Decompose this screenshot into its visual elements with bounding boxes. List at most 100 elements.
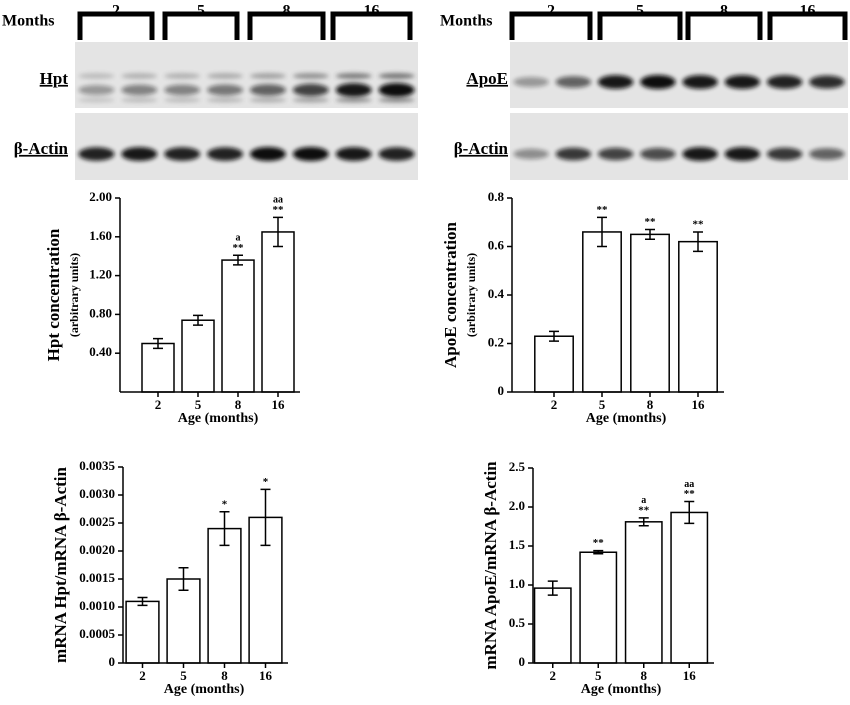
blot-band xyxy=(164,73,201,79)
blot-band xyxy=(249,84,286,96)
blot-band xyxy=(555,76,592,88)
blot-band xyxy=(292,83,329,97)
blot-band xyxy=(121,73,158,79)
significance-label: ** xyxy=(593,537,605,549)
group-label: 2 xyxy=(112,3,120,20)
significance-label: ** xyxy=(638,504,650,516)
bar xyxy=(261,231,295,393)
bar xyxy=(248,516,283,664)
chart: 0 0.2 0.4 0.6 0.8 2 5 ** 8 ** 16 ** Age (months) ApoE… xyxy=(441,189,724,426)
bar xyxy=(533,587,572,664)
group-label: 8 xyxy=(720,3,728,20)
significance-label: * xyxy=(222,498,228,510)
bracket xyxy=(77,11,155,40)
x-tick-label: 8 xyxy=(647,397,654,412)
bar xyxy=(670,511,709,664)
x-tick-label: 16 xyxy=(692,397,706,412)
bar xyxy=(207,527,242,664)
x-tick-label: 16 xyxy=(259,668,273,683)
bar xyxy=(181,319,215,393)
blot-band xyxy=(724,75,761,89)
blot-panel xyxy=(510,113,848,180)
significance-label: ** xyxy=(693,218,705,230)
bracket xyxy=(685,11,763,40)
group-label: 5 xyxy=(636,3,644,20)
blot-band xyxy=(78,147,115,161)
group-label: 5 xyxy=(197,3,205,20)
x-tick-label: 2 xyxy=(155,397,162,412)
blot-band xyxy=(597,75,634,89)
blot-band xyxy=(249,97,286,103)
significance-label: a xyxy=(641,495,646,506)
blot-band xyxy=(292,73,329,79)
blot-band xyxy=(513,76,549,88)
bar xyxy=(630,233,670,393)
bracket xyxy=(597,11,683,40)
y-tick-label: 0.40 xyxy=(89,344,112,359)
blot-band xyxy=(335,147,372,161)
x-axis-label: Age (months) xyxy=(581,682,662,697)
significance-label: * xyxy=(263,476,269,488)
blot-band xyxy=(809,75,845,89)
row-label: ApoE xyxy=(466,69,508,88)
x-tick-label: 16 xyxy=(683,668,697,683)
significance-label: a xyxy=(236,233,241,244)
bracket xyxy=(247,11,326,40)
blot-band xyxy=(682,147,718,161)
blot-band xyxy=(766,75,803,89)
months-label: Months xyxy=(440,13,492,30)
y-tick-label: 0.8 xyxy=(488,189,505,204)
y-tick-label: 0.80 xyxy=(89,305,112,320)
blot-band xyxy=(335,97,372,103)
x-tick-label: 8 xyxy=(641,668,648,683)
bar xyxy=(141,342,175,393)
bracket xyxy=(162,11,240,40)
y-axis-label: mRNA ApoE/mRNA β-Actin xyxy=(481,461,500,670)
y-tick-label: 1.5 xyxy=(509,537,526,552)
x-tick-label: 2 xyxy=(550,668,557,683)
group-label: 16 xyxy=(800,3,816,20)
row-label: Hpt xyxy=(40,69,69,88)
blot-band xyxy=(555,147,592,161)
significance-label: ** xyxy=(597,204,609,216)
y-tick-label: 1.20 xyxy=(89,267,112,282)
blot-band xyxy=(78,97,115,103)
y-tick-label: 0.0025 xyxy=(79,514,115,529)
x-tick-label: 5 xyxy=(180,668,187,683)
y-tick-label: 1.60 xyxy=(89,228,112,243)
blot-band xyxy=(207,97,244,103)
blot-panel xyxy=(510,42,848,108)
blot-band xyxy=(249,73,286,79)
blot-band xyxy=(292,147,329,161)
y-tick-label: 0.6 xyxy=(488,237,505,252)
blot-band xyxy=(164,97,201,103)
bracket xyxy=(767,11,848,40)
y-axis-sublabel: (arbitrary units) xyxy=(67,253,81,337)
blot-band xyxy=(335,73,372,79)
blot-band xyxy=(682,75,718,89)
x-tick-label: 5 xyxy=(599,397,606,412)
blot-band xyxy=(809,148,845,160)
blot-band xyxy=(378,73,415,79)
chart: 0 0.0005 0.0010 0.0015 0.0020 0.0025 0.0030 0.0… xyxy=(51,458,288,697)
blot-band xyxy=(640,75,676,89)
x-tick-label: 8 xyxy=(235,397,242,412)
y-axis-label: mRNA Hpt/mRNA β-Actin xyxy=(51,466,70,662)
significance-label: ** xyxy=(684,488,696,500)
blot-band xyxy=(513,148,549,160)
blot-band xyxy=(207,147,244,161)
blot-band xyxy=(378,83,415,97)
y-tick-label: 1.0 xyxy=(509,576,525,591)
blot-band xyxy=(121,84,158,96)
bar xyxy=(534,335,574,393)
bar xyxy=(678,240,718,393)
bracket xyxy=(509,11,593,40)
blot-band xyxy=(121,147,158,161)
bar xyxy=(579,551,618,664)
months-label: Months xyxy=(2,13,54,30)
blot-band xyxy=(164,147,201,161)
blot-band xyxy=(640,147,676,161)
y-tick-label: 2.0 xyxy=(509,498,525,513)
bar xyxy=(166,578,201,664)
